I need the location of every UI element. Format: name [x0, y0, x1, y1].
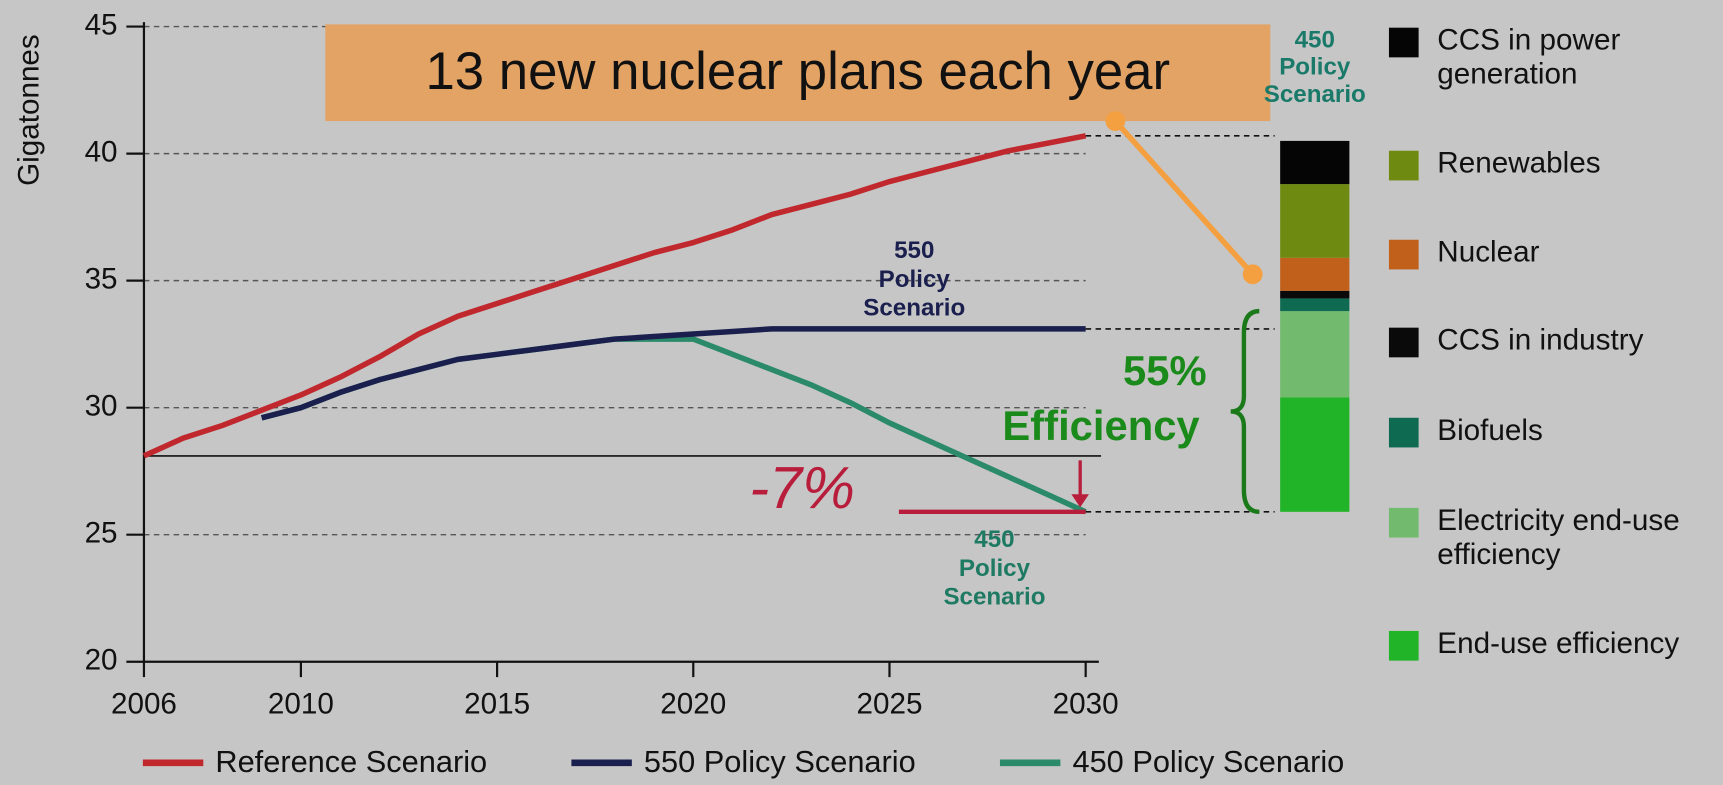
series-label: Scenario: [943, 583, 1045, 610]
legend-label: Electricity end-use efficiency: [1437, 503, 1680, 571]
bar-segment: [1280, 290, 1350, 299]
pointer-dot: [1242, 264, 1263, 285]
efficiency-label: 55%: [1123, 347, 1207, 394]
y-tick-label: 25: [85, 517, 118, 550]
legend-label: Reference Scenario: [215, 744, 487, 779]
legend-entry: Renewables: [1437, 146, 1601, 180]
legend-label: CCS in power generation: [1437, 23, 1621, 91]
legend-entry: Nuclear: [1437, 235, 1540, 269]
bar-segment: [1280, 140, 1350, 185]
x-tick-label: 2010: [268, 688, 334, 721]
bar-segment: [1280, 184, 1350, 258]
y-axis-label: Gigatonnes: [13, 34, 46, 186]
series-label: Scenario: [863, 294, 965, 321]
legend-label: 450 Policy Scenario: [1072, 744, 1344, 779]
y-tick-label: 40: [85, 135, 118, 168]
x-tick-label: 2025: [856, 688, 922, 721]
legend-label: Biofuels: [1437, 413, 1543, 447]
change-arrowhead: [1071, 494, 1089, 508]
legend-swatch: [1388, 507, 1419, 538]
brace: [1230, 308, 1260, 515]
pointer-dot: [1105, 111, 1126, 131]
bar-label: 450: [1295, 26, 1335, 53]
y-tick-label: 30: [85, 389, 118, 422]
legend-swatch: [1388, 630, 1419, 661]
legend-entry: CCS in power generation: [1437, 23, 1621, 91]
legend-swatch: [1388, 150, 1419, 181]
series-line: [260, 336, 1087, 515]
legend-entry: Biofuels: [1437, 413, 1543, 447]
change-label: -7%: [749, 454, 855, 521]
series-line: [260, 326, 1086, 421]
legend-entry: Electricity end-use efficiency: [1437, 503, 1680, 571]
series-label: Policy: [959, 555, 1031, 582]
bar-label: Policy: [1279, 54, 1351, 81]
headline-box: [325, 24, 1271, 122]
bar-segment: [1280, 311, 1350, 398]
bar-segment: [1280, 257, 1350, 291]
legend-label: End-use efficiency: [1437, 626, 1680, 660]
legend-label: Renewables: [1437, 146, 1601, 180]
x-tick-label: 2006: [111, 688, 177, 721]
series-label: Policy: [879, 266, 951, 293]
legend-swatch: [1388, 327, 1419, 358]
x-tick-label: 2030: [1053, 688, 1119, 721]
legend-swatch: [1388, 417, 1419, 448]
pointer: [1113, 119, 1255, 277]
x-tick-label: 2015: [464, 688, 530, 721]
x-tick-label: 2020: [660, 688, 726, 721]
legend-swatch: [1388, 239, 1419, 270]
series-label: 550: [894, 237, 934, 264]
series-label: 450: [974, 526, 1014, 553]
legend-entry: CCS in industry: [1437, 323, 1644, 357]
y-tick-label: 45: [85, 8, 118, 41]
legend-label: Nuclear: [1437, 235, 1540, 269]
y-tick-label: 35: [85, 262, 118, 295]
y-tick-label: 20: [85, 644, 118, 677]
efficiency-label: Efficiency: [1002, 402, 1199, 449]
legend-label: CCS in industry: [1437, 323, 1644, 357]
bar-label: Scenario: [1264, 81, 1366, 108]
headline: 13 new nuclear plans each year: [425, 42, 1170, 101]
legend-swatch: [1388, 27, 1419, 58]
series-line: [142, 133, 1087, 459]
bar-segment: [1280, 298, 1350, 312]
legend-entry: End-use efficiency: [1437, 626, 1680, 660]
bar-segment: [1280, 397, 1350, 512]
legend-label: 550 Policy Scenario: [644, 744, 916, 779]
